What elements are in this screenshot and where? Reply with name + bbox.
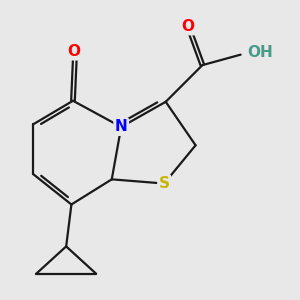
Text: O: O <box>68 44 80 59</box>
Text: O: O <box>182 19 195 34</box>
Text: S: S <box>159 176 170 191</box>
Text: OH: OH <box>247 44 273 59</box>
Text: N: N <box>115 119 128 134</box>
